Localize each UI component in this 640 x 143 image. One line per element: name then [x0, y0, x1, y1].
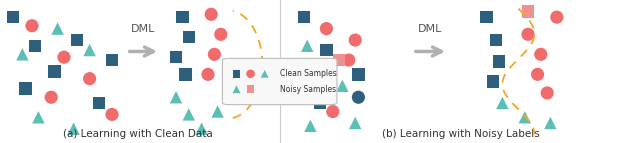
Point [30, 45, 40, 47]
Point [532, 73, 543, 76]
Point [497, 102, 508, 104]
Point [545, 122, 556, 124]
Point [177, 16, 188, 18]
Point [302, 45, 312, 47]
Point [203, 73, 213, 76]
Point [27, 25, 37, 27]
Point [171, 56, 181, 58]
Point [20, 88, 31, 90]
Point [59, 56, 69, 58]
Point [107, 113, 117, 116]
Point [232, 73, 242, 75]
Point [260, 73, 270, 75]
Point [305, 125, 316, 127]
Point [334, 59, 344, 61]
Text: DML: DML [131, 24, 156, 34]
Point [494, 60, 504, 63]
Point [523, 33, 533, 35]
Point [212, 110, 223, 113]
Point [353, 73, 364, 76]
Point [196, 128, 207, 130]
Point [84, 49, 95, 51]
Point [344, 59, 354, 61]
Point [350, 39, 360, 41]
Point [481, 16, 492, 18]
Point [107, 59, 117, 61]
Point [68, 128, 79, 130]
Point [246, 73, 256, 75]
Point [206, 13, 216, 15]
Point [520, 116, 530, 118]
Point [488, 80, 498, 83]
Text: (b) Learning with Noisy Labels: (b) Learning with Noisy Labels [382, 129, 540, 139]
Point [52, 27, 63, 30]
Point [84, 78, 95, 80]
Point [216, 33, 226, 35]
Point [523, 10, 533, 13]
Point [232, 88, 242, 90]
Point [328, 110, 338, 113]
Point [542, 92, 552, 94]
Point [72, 39, 82, 41]
Text: Noisy Samples: Noisy Samples [280, 85, 336, 94]
Point [350, 122, 360, 124]
Point [299, 78, 309, 80]
Point [246, 88, 256, 90]
Point [321, 27, 332, 30]
Point [171, 96, 181, 98]
Point [49, 70, 60, 73]
Point [299, 16, 309, 18]
Point [46, 96, 56, 98]
Point [33, 116, 44, 118]
Point [17, 53, 28, 55]
Point [184, 36, 194, 38]
Point [94, 102, 104, 104]
Point [337, 85, 348, 87]
Point [315, 102, 325, 104]
Text: Clean Samples: Clean Samples [280, 69, 337, 78]
Text: DML: DML [418, 24, 442, 34]
Point [353, 96, 364, 98]
Point [209, 53, 220, 55]
Point [536, 53, 546, 55]
Point [184, 113, 194, 116]
Point [8, 16, 18, 18]
Point [552, 16, 562, 18]
Point [180, 73, 191, 76]
FancyBboxPatch shape [223, 58, 337, 105]
Point [321, 49, 332, 51]
Point [491, 39, 501, 41]
Text: (a) Learning with Clean Data: (a) Learning with Clean Data [63, 129, 212, 139]
